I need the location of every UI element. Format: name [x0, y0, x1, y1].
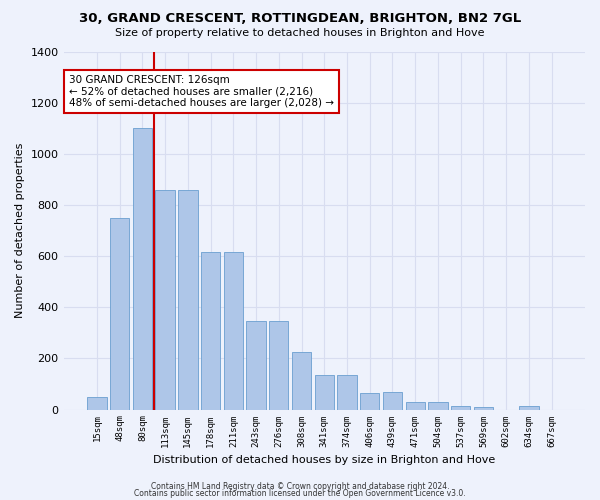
Text: Contains HM Land Registry data © Crown copyright and database right 2024.: Contains HM Land Registry data © Crown c… [151, 482, 449, 491]
Bar [383, 392, 402, 409]
Bar [247, 322, 266, 410]
Bar [406, 402, 425, 409]
Bar [224, 252, 243, 410]
Bar [451, 406, 470, 409]
Bar [314, 375, 334, 410]
Bar [87, 397, 107, 409]
Bar [292, 352, 311, 410]
Bar [519, 406, 539, 409]
Bar [474, 407, 493, 410]
Bar [178, 190, 197, 410]
Bar [110, 218, 130, 410]
Text: Contains public sector information licensed under the Open Government Licence v3: Contains public sector information licen… [134, 490, 466, 498]
Bar [133, 128, 152, 410]
Text: 30, GRAND CRESCENT, ROTTINGDEAN, BRIGHTON, BN2 7GL: 30, GRAND CRESCENT, ROTTINGDEAN, BRIGHTO… [79, 12, 521, 26]
X-axis label: Distribution of detached houses by size in Brighton and Hove: Distribution of detached houses by size … [153, 455, 496, 465]
Text: Size of property relative to detached houses in Brighton and Hove: Size of property relative to detached ho… [115, 28, 485, 38]
Bar [201, 252, 220, 410]
Bar [337, 375, 356, 410]
Bar [360, 393, 379, 409]
Bar [428, 402, 448, 409]
Text: 30 GRAND CRESCENT: 126sqm
← 52% of detached houses are smaller (2,216)
48% of se: 30 GRAND CRESCENT: 126sqm ← 52% of detac… [69, 75, 334, 108]
Bar [155, 190, 175, 410]
Bar [269, 322, 289, 410]
Y-axis label: Number of detached properties: Number of detached properties [15, 143, 25, 318]
